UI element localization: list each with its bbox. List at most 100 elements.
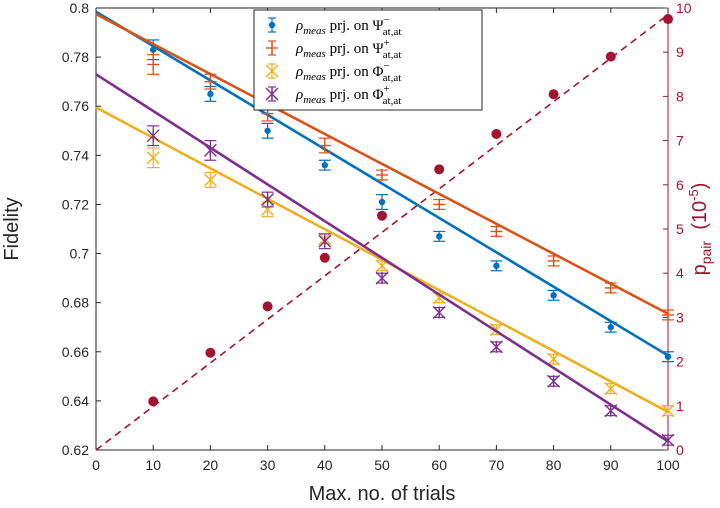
marker-dot [664, 353, 672, 360]
p-pair-series [95, 13, 673, 451]
right-y-tick-label: 0 [676, 442, 684, 458]
marker-dot [378, 198, 386, 206]
data-point [146, 129, 160, 143]
data-point [432, 291, 446, 305]
data-point [547, 352, 561, 366]
data-point [661, 433, 675, 447]
right-y-tick-label: 5 [676, 221, 684, 237]
right-y-tick-label: 9 [676, 44, 684, 60]
data-point [261, 193, 275, 207]
y-tick-label: 0.7 [70, 246, 90, 262]
right-y-tick-label: 6 [676, 177, 684, 193]
x-tick-label: 50 [374, 457, 390, 473]
legend-label: ρmeas prj. on Ψ+ at,at [295, 37, 401, 61]
marker-dot [150, 46, 157, 53]
legend-entry: ρmeas prj. on Φ− at,at [265, 60, 401, 84]
marker-x-b [432, 291, 446, 305]
p-pair-point [319, 252, 330, 263]
p-pair-point [548, 89, 559, 100]
data-point [318, 234, 332, 248]
x-tick-label: 0 [92, 457, 100, 473]
data-point [433, 198, 446, 211]
data-point [375, 271, 389, 285]
data-point [204, 75, 217, 88]
marker-x-b [547, 352, 561, 366]
x-axis-label: Max. no. of trials [309, 483, 456, 505]
x-tick-label: 100 [656, 457, 680, 473]
data-point [436, 233, 443, 240]
data-point [547, 254, 560, 267]
data-point [261, 202, 275, 216]
x-tick-label: 60 [431, 457, 447, 473]
right-y-tick-label: 2 [676, 354, 684, 370]
right-y-tick-label: 1 [676, 398, 684, 414]
marker-x-b [203, 173, 217, 187]
right-y-tick-label: 7 [676, 133, 684, 149]
y-tick-label: 0.72 [62, 196, 89, 212]
data-point [493, 262, 500, 270]
data-point [661, 404, 675, 418]
data-point [147, 58, 160, 71]
p-pair-point [148, 396, 159, 407]
marker-dot [321, 161, 328, 169]
data-point [203, 173, 217, 187]
data-point [604, 404, 618, 418]
data-point [550, 292, 557, 299]
data-point [203, 143, 217, 157]
series-psi-plus [95, 12, 674, 321]
right-y-tick-label: 3 [676, 309, 684, 325]
y-axis-ticks: 0.62 0.64 0.66 0.68 0.7 0.72 0.74 0.76 0.78 0.8 [62, 0, 101, 458]
legend-marker [265, 64, 279, 78]
series-psi-minus [95, 10, 674, 363]
marker-dot [550, 292, 557, 299]
marker-x-b [489, 323, 503, 337]
legend-entry: ρmeas prj. on Φ+ at,at [265, 83, 401, 107]
data-point [264, 127, 271, 134]
data-point [664, 353, 672, 360]
y-tick-label: 0.76 [62, 98, 89, 114]
p-pair-point [205, 347, 216, 358]
data-point [150, 46, 157, 53]
x-tick-label: 10 [145, 457, 161, 473]
right-y-tick-label: 4 [676, 265, 684, 281]
p-pair-point [434, 164, 445, 175]
legend-marker [268, 21, 276, 29]
data-point [318, 139, 331, 152]
x-tick-label: 40 [317, 457, 333, 473]
right-y-tick-label: 8 [676, 88, 684, 104]
data-point [489, 340, 503, 354]
fit-line [95, 106, 669, 414]
data-point [490, 225, 503, 238]
marker-x-b [265, 64, 279, 78]
p-pair-point [377, 210, 387, 221]
marker-dot [207, 90, 214, 98]
marker-dot [264, 127, 271, 134]
data-point [604, 382, 618, 396]
marker-dot [493, 262, 500, 270]
fidelity-series [95, 10, 675, 447]
data-point [607, 324, 614, 331]
x-tick-label: 80 [546, 457, 562, 473]
marker-dot [268, 21, 276, 29]
data-point [604, 281, 617, 294]
legend-entry: ρmeas prj. on Ψ− at,at [268, 14, 401, 38]
y-tick-label: 0.78 [62, 49, 89, 65]
legend-marker [265, 87, 279, 101]
y-tick-label: 0.74 [62, 147, 89, 163]
data-point [378, 198, 386, 206]
x-tick-label: 20 [203, 457, 219, 473]
right-y-axis-label: ppair (10-5) [686, 183, 714, 276]
legend-label: ρmeas prj. on Ψ− at,at [295, 14, 401, 38]
y-tick-label: 0.64 [62, 393, 89, 409]
x-tick-label: 90 [603, 457, 619, 473]
data-point [207, 90, 214, 98]
p-pair-point [605, 51, 616, 62]
y-tick-label: 0.8 [70, 0, 90, 16]
right-y-axis-ticks: 0 1 2 3 4 5 6 7 8 9 10 [663, 0, 692, 458]
legend-entry: ρmeas prj. on Ψ+ at,at [266, 37, 401, 61]
data-point [376, 168, 388, 181]
data-point [321, 161, 328, 169]
